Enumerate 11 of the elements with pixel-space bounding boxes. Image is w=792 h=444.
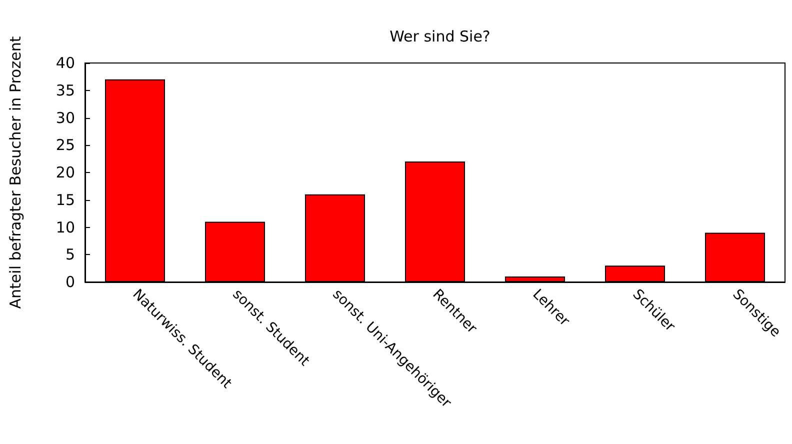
y-tick-label: 30: [56, 108, 75, 127]
y-tick-label: 10: [56, 218, 75, 236]
y-tick-label: 0: [65, 273, 75, 291]
y-tick-label: 15: [56, 190, 75, 209]
y-tick-label: 25: [56, 136, 75, 154]
y-tick-label: 20: [56, 164, 75, 182]
y-axis-title: Anteil befragter Besucher in Prozent: [6, 36, 24, 309]
y-tick-label: 35: [56, 81, 75, 100]
y-tick-label: 5: [65, 246, 75, 264]
chart-title: Wer sind Sie?: [390, 28, 490, 46]
y-tick-label: 40: [56, 54, 75, 72]
